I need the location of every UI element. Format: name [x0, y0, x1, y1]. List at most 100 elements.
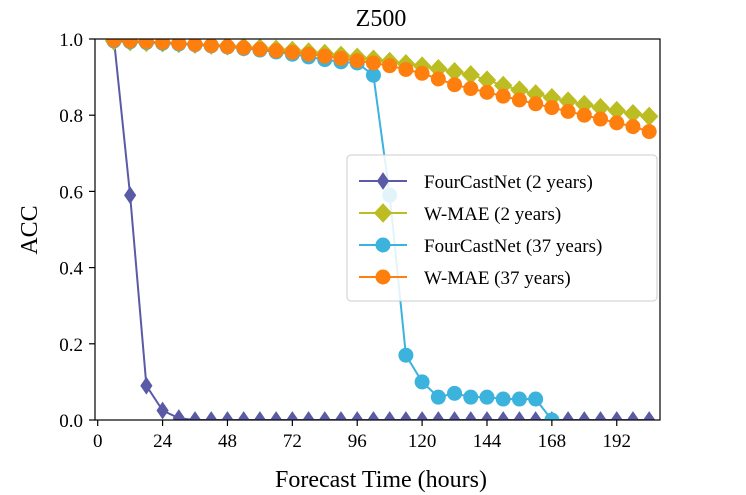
- series-4-point: [252, 41, 268, 57]
- series-3-point: [414, 374, 430, 390]
- series-4-point: [333, 50, 349, 66]
- series-4-point: [479, 84, 495, 100]
- series-2-point: [639, 106, 659, 127]
- series-1-point: [529, 411, 542, 420]
- series-3-point: [528, 391, 544, 407]
- series-3-point: [544, 412, 560, 420]
- series-4-point: [625, 119, 641, 135]
- series-4-point: [365, 55, 381, 71]
- series-1-point: [351, 411, 364, 420]
- series-1-point: [286, 411, 299, 420]
- x-tick-label: 144: [473, 431, 502, 452]
- legend-entry-2: W-MAE (2 years): [359, 203, 561, 225]
- series-1-point: [415, 411, 429, 420]
- axes-layer: 0 24 48 72 96 120 144 168 192 0.0 0.2 0.4 0.6 0.8 1.0: [59, 30, 661, 452]
- series-4-point: [155, 39, 171, 50]
- plot-frame: [94, 38, 661, 421]
- series-3-point: [447, 385, 463, 401]
- series-1-point: [140, 376, 153, 395]
- series-4-point: [106, 39, 122, 48]
- legend-marker: [376, 172, 390, 190]
- x-tick-label: 24: [153, 431, 173, 452]
- series-1-point: [318, 411, 331, 420]
- legend-entry-1: FourCastNet (2 years): [359, 172, 593, 193]
- series-4-point: [382, 58, 398, 74]
- series-1-point: [205, 411, 218, 420]
- series-1-point: [237, 411, 250, 420]
- series-1-point: [432, 411, 445, 420]
- series-1-point: [188, 411, 202, 420]
- legend-label: W-MAE (2 years): [424, 204, 561, 225]
- series-3-point: [479, 389, 495, 405]
- series-4-point: [641, 124, 657, 140]
- series-3-point: [511, 391, 527, 407]
- series-4-point: [463, 81, 479, 97]
- series-3-point: [495, 391, 511, 407]
- series-1-point: [578, 411, 591, 420]
- series-1-point: [270, 411, 283, 420]
- legend-label: FourCastNet (2 years): [424, 172, 593, 193]
- x-tick-label: 0: [93, 431, 103, 452]
- series-1-point: [124, 186, 137, 205]
- series-1-point: [334, 411, 348, 420]
- series-4-point: [447, 77, 463, 93]
- series-4-point: [203, 39, 219, 53]
- series-4-point: [560, 103, 576, 119]
- series-1-point: [561, 411, 575, 420]
- series-4-point: [414, 65, 430, 81]
- legend-label: FourCastNet (37 years): [424, 236, 602, 257]
- legend: FourCastNet (2 years) W-MAE (2 years) Four…: [346, 154, 658, 302]
- series-1-group: [107, 39, 656, 420]
- series-3-point: [430, 389, 446, 405]
- series-4-point: [284, 44, 300, 60]
- series-4-point: [301, 46, 317, 62]
- chart-title: Z500: [356, 6, 407, 32]
- series-4-group: [106, 39, 657, 140]
- series-1-point: [221, 411, 234, 420]
- series-1-point: [156, 401, 169, 420]
- legend-entry-3: FourCastNet (37 years): [359, 236, 602, 257]
- series-4-point: [430, 71, 446, 87]
- y-axis-title: ACC: [17, 205, 43, 254]
- series-4-point: [236, 40, 252, 56]
- series-4-point: [122, 39, 138, 49]
- series-4-point: [495, 88, 511, 104]
- series-4-point: [609, 115, 625, 131]
- series-4-point: [171, 39, 187, 51]
- series-3-point: [398, 347, 414, 363]
- series-4-line: [113, 39, 650, 133]
- series-4-point: [317, 48, 333, 64]
- series-1-point: [610, 411, 623, 420]
- series-1-point: [464, 411, 477, 420]
- legend-box: [346, 154, 658, 302]
- series-4-point: [349, 53, 365, 69]
- x-tick-label: 48: [218, 431, 237, 452]
- y-tick-label: 1.0: [59, 30, 83, 51]
- series-4-point: [593, 111, 609, 127]
- series-1-point: [497, 411, 510, 420]
- y-tick-label: 0.4: [59, 259, 83, 280]
- series-4-point: [544, 100, 560, 116]
- series-4-point: [576, 107, 592, 123]
- series-1-point: [172, 409, 185, 420]
- series-4-point: [138, 39, 154, 50]
- series-1-point: [367, 411, 380, 420]
- series-1-point: [399, 411, 412, 420]
- legend-marker: [375, 237, 391, 253]
- x-tick-label: 192: [602, 431, 631, 452]
- x-axis-title: Forecast Time (hours): [275, 467, 487, 493]
- series-1-point: [643, 411, 656, 420]
- series-4-point: [268, 43, 284, 59]
- series-layer: [104, 39, 659, 420]
- series-3-point: [463, 389, 479, 405]
- series-1-point: [480, 411, 494, 420]
- series-1-point: [513, 411, 526, 420]
- series-4-point: [398, 61, 414, 77]
- legend-entry-4: W-MAE (37 years): [359, 268, 571, 289]
- series-4-point: [187, 39, 203, 52]
- series-1-point: [448, 411, 461, 420]
- x-tick-label: 72: [283, 431, 302, 452]
- x-tick-label: 96: [348, 431, 367, 452]
- legend-label: W-MAE (37 years): [424, 268, 571, 289]
